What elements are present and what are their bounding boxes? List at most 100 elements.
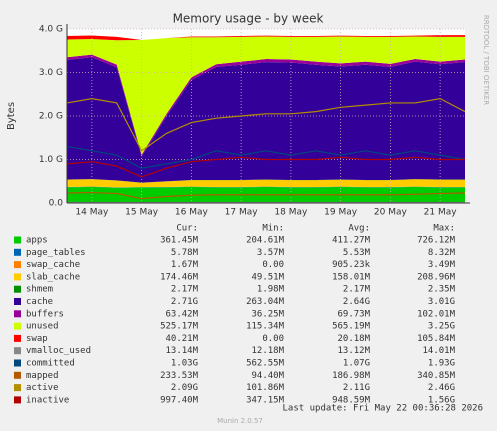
legend-swatch bbox=[14, 310, 21, 318]
legend-value: 36.25M bbox=[251, 309, 284, 319]
legend-value: 208.96M bbox=[417, 272, 456, 282]
legend-value: 186.98M bbox=[332, 371, 371, 381]
legend-label: swap_cache bbox=[26, 260, 80, 270]
legend-header: Min: bbox=[262, 224, 284, 234]
legend-value: 233.53M bbox=[160, 371, 199, 381]
legend-value: 1.98M bbox=[257, 285, 285, 295]
legend-value: 411.27M bbox=[332, 236, 371, 246]
legend-value: 726.12M bbox=[417, 236, 456, 246]
legend-swatch bbox=[14, 273, 21, 281]
legend-value: 3.49M bbox=[428, 260, 456, 270]
legend-value: 13.12M bbox=[337, 346, 370, 356]
legend-value: 2.64G bbox=[343, 297, 370, 307]
legend-value: 204.61M bbox=[246, 236, 285, 246]
legend-value: 2.35M bbox=[428, 285, 456, 295]
legend-value: 1.03G bbox=[171, 359, 198, 369]
x-tick-label: 15 May bbox=[125, 208, 159, 218]
legend-value: 2.46G bbox=[428, 383, 455, 393]
area bbox=[67, 35, 465, 41]
legend-label: committed bbox=[26, 359, 75, 369]
legend-header: Max: bbox=[433, 224, 455, 234]
legend-value: 948.59M bbox=[332, 395, 371, 405]
legend-value: 14.01M bbox=[422, 346, 455, 356]
side-label: RRDTOOL / TOBI OETIKER bbox=[482, 15, 490, 105]
legend-value: 2.11G bbox=[343, 383, 370, 393]
legend-swatch bbox=[14, 236, 21, 244]
line bbox=[66, 191, 466, 200]
version: Munin 2.0.57 bbox=[217, 417, 263, 425]
y-axis-label: Bytes bbox=[6, 102, 17, 130]
legend-swatch bbox=[14, 298, 21, 305]
legend-value: 174.46M bbox=[160, 272, 199, 282]
legend-label: buffers bbox=[26, 309, 64, 319]
legend-value: 2.17M bbox=[171, 285, 199, 295]
legend-value: 13.14M bbox=[165, 346, 198, 356]
legend-value: 263.04M bbox=[246, 297, 285, 307]
legend-value: 94.40M bbox=[251, 371, 284, 381]
legend-value: 5.53M bbox=[343, 248, 371, 258]
line bbox=[66, 97, 466, 152]
legend-value: 20.18M bbox=[337, 334, 370, 344]
legend-label: apps bbox=[26, 236, 48, 246]
legend-value: 361.45M bbox=[160, 236, 199, 246]
legend-value: 1.93G bbox=[428, 359, 455, 369]
legend-value: 0.00 bbox=[262, 260, 284, 270]
legend-value: 69.73M bbox=[337, 309, 370, 319]
legend-label: vmalloc_used bbox=[26, 346, 91, 356]
legend-value: 49.51M bbox=[251, 272, 284, 282]
legend-label: cache bbox=[26, 297, 53, 307]
legend-header: Cur: bbox=[176, 224, 198, 234]
line bbox=[66, 156, 465, 178]
legend-value: 2.71G bbox=[171, 297, 198, 307]
x-tick-label: 17 May bbox=[225, 208, 259, 218]
plot bbox=[66, 24, 470, 204]
line bbox=[66, 145, 466, 169]
area bbox=[67, 186, 465, 188]
legend-label: unused bbox=[26, 322, 59, 332]
x-tick-label: 20 May bbox=[374, 208, 408, 218]
legend-value: 525.17M bbox=[160, 322, 199, 332]
legend-value: 40.21M bbox=[165, 334, 198, 344]
legend-swatch bbox=[14, 396, 21, 404]
legend-swatch bbox=[14, 285, 21, 293]
legend-value: 1.67M bbox=[171, 260, 199, 270]
legend-label: shmem bbox=[26, 285, 53, 295]
legend-label: active bbox=[26, 383, 59, 393]
legend-swatch bbox=[14, 371, 21, 379]
area bbox=[67, 36, 465, 155]
legend-value: 12.18M bbox=[251, 346, 284, 356]
x-tick-label: 16 May bbox=[175, 208, 209, 218]
legend-swatch bbox=[14, 334, 21, 342]
legend-label: mapped bbox=[26, 371, 59, 381]
legend-value: 2.17M bbox=[343, 285, 371, 295]
legend-value: 2.09G bbox=[171, 383, 198, 393]
legend-value: 1.56G bbox=[428, 395, 455, 405]
legend-label: page_tables bbox=[26, 248, 86, 258]
legend-value: 347.15M bbox=[246, 395, 285, 405]
legend-value: 3.01G bbox=[428, 297, 455, 307]
legend-value: 158.01M bbox=[332, 272, 371, 282]
legend-label: swap bbox=[26, 334, 48, 344]
legend-value: 3.57M bbox=[257, 248, 285, 258]
legend-value: 105.84M bbox=[417, 334, 456, 344]
legend-value: 115.34M bbox=[246, 322, 285, 332]
legend-value: 102.01M bbox=[417, 309, 456, 319]
legend-value: 8.32M bbox=[428, 248, 456, 258]
legend-swatch bbox=[14, 359, 21, 367]
legend-value: 340.85M bbox=[417, 371, 456, 381]
x-tick-label: 14 May bbox=[75, 208, 109, 218]
area bbox=[67, 179, 465, 188]
y-tick-label: 3.0 G bbox=[39, 68, 63, 78]
legend-value: 1.07G bbox=[343, 359, 370, 369]
legend-value: 562.55M bbox=[246, 359, 285, 369]
legend-swatch bbox=[14, 384, 21, 392]
legend-value: 905.23k bbox=[332, 260, 371, 270]
legend-swatch bbox=[14, 347, 21, 355]
legend: Cur: Min: Avg: Max: apps 361.45M 204.61M 411.27… bbox=[14, 224, 456, 405]
legend-header: Avg: bbox=[348, 224, 370, 234]
legend-value: 565.19M bbox=[332, 322, 371, 332]
legend-value: 63.42M bbox=[165, 309, 198, 319]
legend-label: slab_cache bbox=[26, 272, 80, 282]
legend-value: 997.40M bbox=[160, 395, 199, 405]
